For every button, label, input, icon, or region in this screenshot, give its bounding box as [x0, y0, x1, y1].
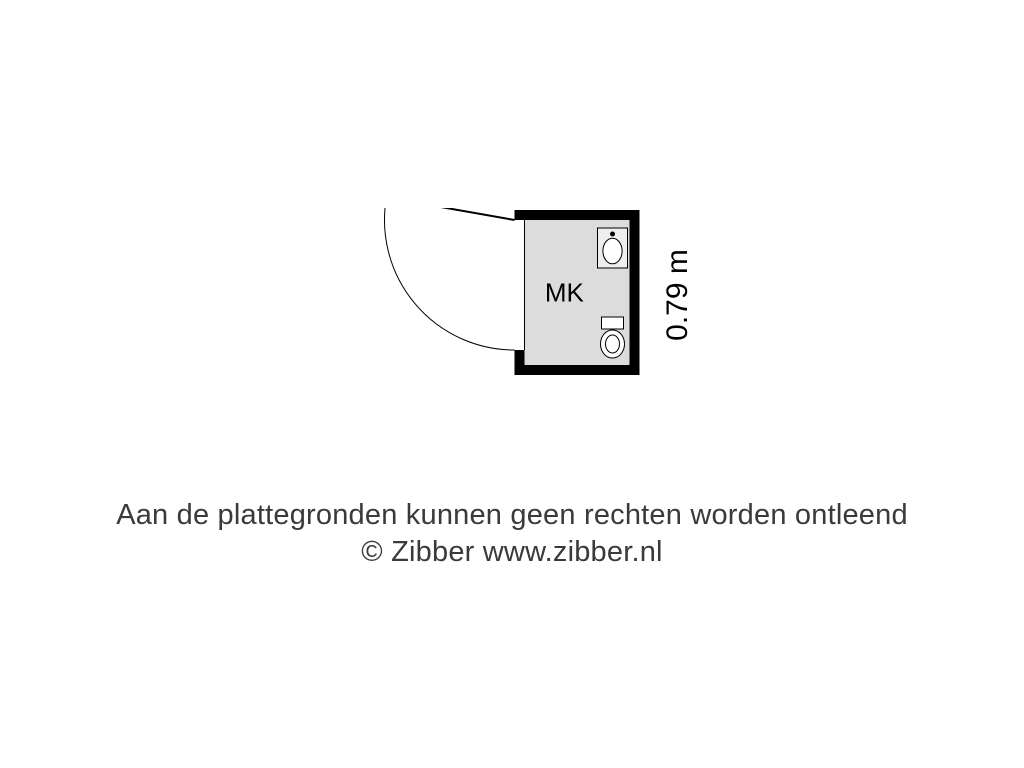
floorplan: MK [383, 208, 642, 382]
caption-line-2: © Zibber www.zibber.nl [0, 536, 1024, 569]
floorplan-svg: MK [383, 208, 642, 377]
caption-line-1: Aan de plattegronden kunnen geen rechten… [0, 499, 1024, 532]
room-label: MK [545, 278, 585, 308]
page-canvas: MK 0.79 m Aan de plattegronden kunnen ge… [0, 0, 1024, 768]
dimension-label: 0.79 m [661, 249, 695, 341]
